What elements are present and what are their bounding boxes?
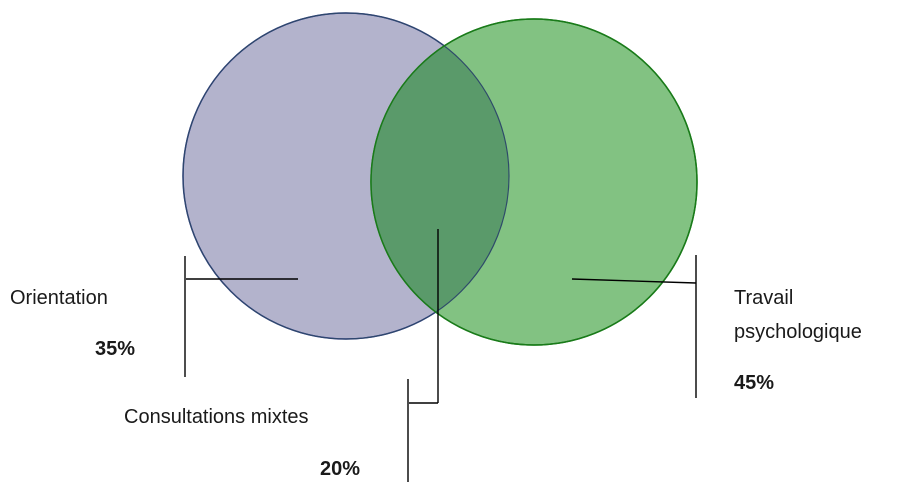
orientation-label: Orientation [10,287,108,309]
travail-label-line-1: Travail [734,287,793,309]
mixtes-percentage: 20% [320,458,360,480]
intersection-region [371,19,509,339]
travail-percentage: 45% [734,372,774,394]
mixtes-label: Consultations mixtes [124,406,309,428]
travail-label-line-2: psychologique [734,321,862,343]
intersection-left-arc [182,12,510,340]
orientation-percentage: 35% [95,338,135,360]
intersection-right-arc [370,18,698,346]
travail-leader-line [571,278,697,284]
